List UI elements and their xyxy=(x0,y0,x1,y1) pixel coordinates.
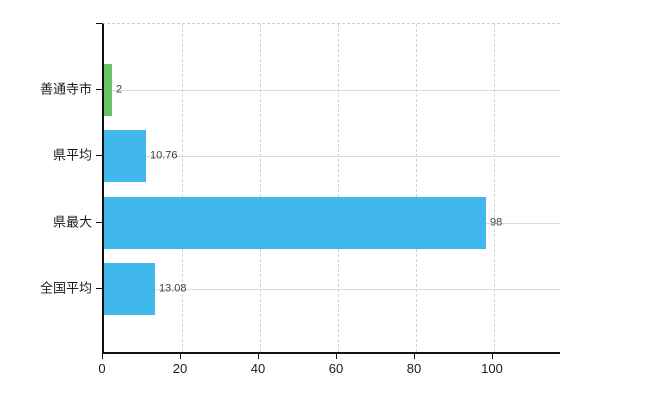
vertical-gridline xyxy=(494,24,495,352)
x-axis-tick-label: 80 xyxy=(406,361,422,376)
category-label: 善通寺市 xyxy=(39,81,92,97)
x-axis-tick-label: 40 xyxy=(250,361,266,376)
vertical-gridline xyxy=(416,24,417,352)
x-axis-tick xyxy=(336,353,337,359)
y-axis-tick xyxy=(96,155,102,156)
x-axis-tick-label: 20 xyxy=(172,361,188,376)
bar-value-label: 10.76 xyxy=(150,149,178,162)
horizontal-gridline xyxy=(104,156,560,157)
y-axis-top-tick xyxy=(96,23,102,24)
x-axis-tick xyxy=(492,353,493,359)
y-axis-tick xyxy=(96,222,102,223)
category-label: 県平均 xyxy=(52,147,92,163)
x-axis-tick xyxy=(180,353,181,359)
y-axis-tick xyxy=(96,288,102,289)
horizontal-gridline xyxy=(104,289,560,290)
x-axis-tick xyxy=(414,353,415,359)
bar-3 xyxy=(104,197,486,249)
y-axis-tick xyxy=(96,89,102,90)
vertical-gridline xyxy=(182,24,183,352)
category-label: 全国平均 xyxy=(39,280,92,296)
horizontal-gridline xyxy=(104,90,560,91)
x-axis-tick xyxy=(258,353,259,359)
x-axis-tick-label: 60 xyxy=(328,361,344,376)
bar-1 xyxy=(104,64,112,116)
vertical-gridline xyxy=(338,24,339,352)
bar-2 xyxy=(104,130,146,182)
bar-4 xyxy=(104,263,155,315)
category-label: 県最大 xyxy=(52,214,92,230)
x-axis-tick xyxy=(102,353,103,359)
x-axis-tick-label: 100 xyxy=(481,361,503,376)
bar-value-label: 2 xyxy=(116,83,123,96)
plot-area: 2 10.76 98 13.08 xyxy=(102,23,560,354)
bar-value-label: 13.08 xyxy=(159,282,187,295)
vertical-gridline xyxy=(260,24,261,352)
x-axis-tick-label: 0 xyxy=(98,361,106,376)
bar-value-label: 98 xyxy=(490,216,503,229)
